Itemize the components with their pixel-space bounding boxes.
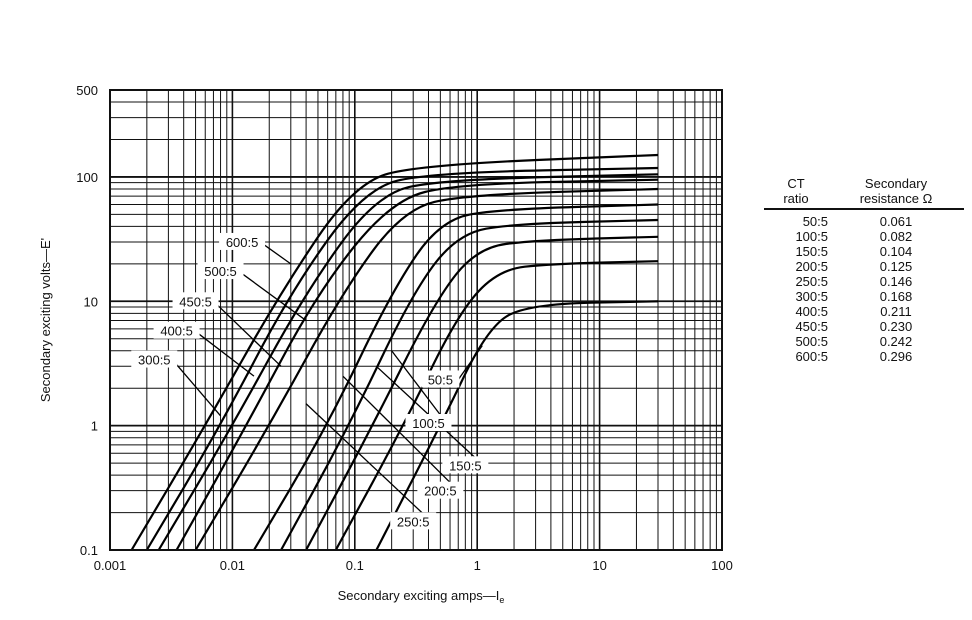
header-secondary-resistance: Secondary resistance Ω — [859, 176, 933, 206]
curve-label: 300:5 — [138, 353, 171, 368]
resistance-cell: 0.146 — [879, 274, 913, 289]
curve-500-5 — [145, 166, 659, 551]
curve-label: 250:5 — [397, 514, 430, 529]
curve-label: 50:5 — [428, 372, 453, 387]
ct-ratio-cell: 100:5 — [795, 229, 828, 244]
curve-label: 150:5 — [449, 458, 482, 473]
resistance-cell: 0.125 — [879, 259, 913, 274]
curve-400-5 — [175, 178, 659, 551]
y-axis-ticks: 0.1 1 10 100 500 — [76, 83, 98, 558]
curve-label: 600:5 — [226, 235, 259, 250]
table-row: 50:5 0.061 — [764, 214, 964, 229]
table-row: 250:5 0.146 — [764, 274, 964, 289]
x-tick-label: 100 — [711, 558, 733, 573]
ct-ratio-table: CT ratio Secondary resistance Ω 50:5 0.06… — [764, 176, 964, 364]
ct-ratio-cell: 400:5 — [795, 304, 828, 319]
x-tick-label: 0.1 — [346, 558, 364, 573]
curve-label-background — [421, 370, 460, 388]
curve-label: 400:5 — [160, 324, 193, 339]
curve-label: 450:5 — [179, 294, 212, 309]
resistance-cell: 0.230 — [879, 319, 913, 334]
curve-label-background — [417, 481, 464, 499]
curve-label-background — [390, 512, 437, 530]
table-row: 200:5 0.125 — [764, 259, 964, 274]
table-row: 100:5 0.082 — [764, 229, 964, 244]
x-axis-title: Secondary exciting amps—Ie — [338, 588, 505, 605]
curve-300-5 — [194, 187, 659, 551]
curve-label: 100:5 — [412, 416, 445, 431]
ct-ratio-cell: 300:5 — [795, 289, 828, 304]
curves — [130, 153, 659, 551]
leader-line — [194, 330, 255, 377]
curve-labels: 600:5 500:5 450:5 400:5 300:5 50:5 100:5 150:5 2… — [131, 232, 489, 530]
x-tick-label: 0.01 — [220, 558, 245, 573]
x-axis-ticks: 0.001 0.01 0.1 1 10 100 — [94, 558, 733, 573]
resistance-cell: 0.211 — [880, 304, 912, 319]
curve-600-5 — [130, 153, 659, 551]
table-row: 600:5 0.296 — [764, 349, 964, 364]
ct-ratio-cell: 150:5 — [795, 244, 828, 259]
x-tick-label: 0.001 — [94, 558, 127, 573]
resistance-cell: 0.168 — [879, 289, 913, 304]
ct-ratio-cell: 50:5 — [802, 214, 828, 229]
ct-ratio-cell: 450:5 — [795, 319, 828, 334]
ct-ratio-cell: 250:5 — [795, 274, 828, 289]
plot-frame — [109, 89, 723, 551]
resistance-cell: 0.242 — [879, 334, 913, 349]
x-tick-label: 10 — [592, 558, 606, 573]
ct-ratio-cell: 200:5 — [795, 259, 828, 274]
grid — [109, 89, 722, 551]
leader-line — [171, 359, 222, 417]
curve-250-5 — [253, 203, 659, 551]
curve-label: 500:5 — [204, 264, 237, 279]
table-row: 450:5 0.230 — [764, 319, 964, 334]
resistance-cell: 0.082 — [879, 229, 913, 244]
curve-label-background — [219, 232, 266, 250]
table-body: 50:5 0.061 100:5 0.082 150:5 0.104 200:5 0.125 2… — [764, 210, 964, 364]
curve-label-background — [405, 414, 452, 432]
curve-label-background — [153, 321, 200, 339]
ct-ratio-cell: 600:5 — [795, 349, 828, 364]
resistance-cell: 0.104 — [879, 244, 913, 259]
curve-label: 200:5 — [424, 484, 457, 499]
table-row: 150:5 0.104 — [764, 244, 964, 259]
leader-line — [238, 270, 307, 322]
leader-line — [305, 403, 432, 522]
y-tick-label: 0.1 — [80, 543, 98, 558]
leader-line — [259, 241, 292, 265]
table-row: 500:5 0.242 — [764, 334, 964, 349]
curve-450-5 — [157, 173, 659, 551]
leader-line — [457, 345, 483, 380]
leader-line — [342, 375, 459, 492]
resistance-cell: 0.061 — [879, 214, 913, 229]
curve-label-background — [197, 262, 244, 280]
y-tick-label: 100 — [76, 170, 98, 185]
table-header: CT ratio Secondary resistance Ω — [764, 176, 964, 210]
leader-line — [213, 300, 282, 367]
resistance-cell: 0.296 — [879, 349, 913, 364]
y-axis-title: Secondary exciting volts—E' — [38, 238, 53, 402]
table-row: 400:5 0.211 — [764, 304, 964, 319]
y-tick-label: 1 — [91, 419, 98, 434]
curve-150-5 — [305, 235, 659, 551]
curve-label-background — [131, 350, 178, 368]
header-ct-ratio: CT ratio — [783, 176, 809, 206]
table-row: 300:5 0.168 — [764, 289, 964, 304]
curve-50-5 — [375, 300, 659, 551]
y-tick-label: 10 — [84, 294, 98, 309]
curve-200-5 — [280, 218, 659, 551]
curve-100-5 — [334, 260, 659, 551]
curve-label-background — [172, 292, 219, 310]
ct-ratio-cell: 500:5 — [795, 334, 828, 349]
x-tick-label: 1 — [474, 558, 481, 573]
y-tick-label: 500 — [76, 83, 98, 98]
curve-label-background — [442, 456, 489, 474]
leader-line — [391, 350, 448, 424]
